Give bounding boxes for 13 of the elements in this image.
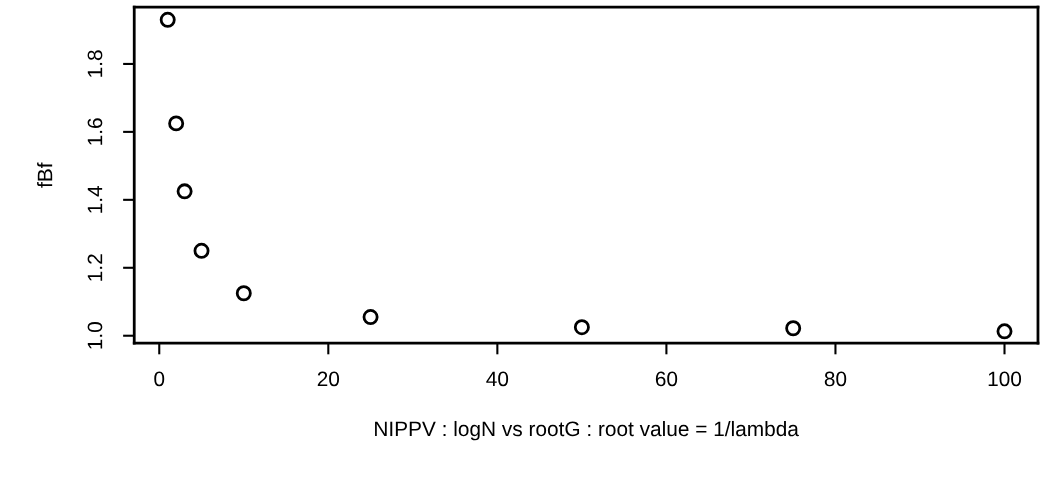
- x-tick-label: 20: [317, 371, 340, 387]
- y-tick-label: 1.0: [87, 322, 103, 349]
- x-tick-label: 100: [988, 371, 1022, 387]
- x-tick-label: 60: [655, 371, 678, 387]
- x-tick-label: 80: [824, 371, 847, 387]
- y-axis-title: fBf: [37, 162, 53, 188]
- y-tick-label: 1.4: [87, 185, 103, 213]
- x-tick-label: 0: [154, 371, 165, 387]
- y-tick-label: 1.2: [87, 254, 103, 281]
- y-tick-label: 1.8: [87, 50, 103, 77]
- x-axis-title: NIPPV : logN vs rootG : root value = 1/lambda: [375, 420, 799, 441]
- x-tick-label: 40: [486, 371, 509, 387]
- y-tick-label: 1.6: [87, 118, 103, 145]
